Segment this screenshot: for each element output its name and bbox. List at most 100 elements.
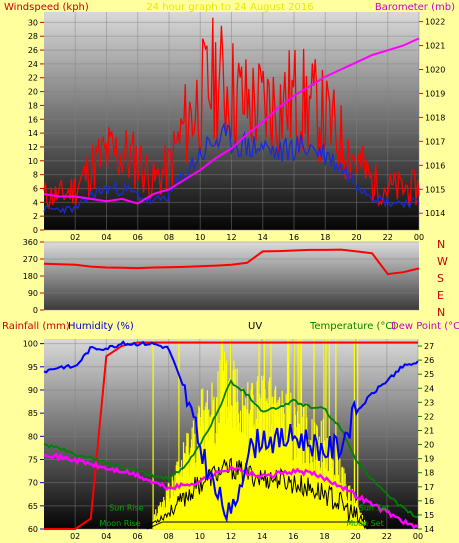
climate-x-tick-label: 14 — [257, 532, 267, 541]
climate-right-tick-label: 20 — [424, 441, 434, 450]
direction-y-tick-label: 90 — [28, 289, 38, 298]
climate-right-tick-label: 24 — [424, 384, 434, 393]
climate-left-tick-label: 100 — [23, 340, 38, 349]
barometer-line — [43, 37, 420, 205]
climate-right-tick-label: 19 — [424, 455, 434, 464]
wind-x-tick-label: 00 — [414, 233, 424, 242]
wind-y-tick-label: 28 — [28, 32, 38, 41]
climate-left-ticks: 60 65 70 75 80 85 90 95 100 — [23, 340, 44, 534]
climate-left-tick-label: 95 — [28, 363, 38, 372]
wind-y-tick-label: 4 — [33, 198, 38, 207]
climate-x-tick-label: 10 — [195, 532, 205, 541]
barometer-y-tick-label: 1017 — [425, 137, 445, 146]
wind-x-tick-label: 10 — [195, 233, 205, 242]
climate-x-tick-label: 22 — [382, 532, 392, 541]
wind-y-tick-label: 0 — [33, 226, 38, 235]
climate-left-tick-label: 60 — [28, 525, 38, 534]
solar-line — [145, 457, 372, 530]
sunrise-label: Sun Rise — [109, 504, 144, 513]
wind-y-tick-label: 24 — [28, 60, 38, 69]
climate-right-tick-label: 23 — [424, 398, 434, 407]
wind-y-tick-label: 6 — [33, 184, 38, 193]
barometer-y-tick-label: 1016 — [425, 161, 445, 170]
average-wind-line — [43, 122, 420, 215]
wind-x-tick-label: 08 — [164, 233, 174, 242]
wind-y-tick-label: 20 — [28, 88, 38, 97]
barometer-y-tick-label: 1020 — [425, 65, 445, 74]
barometer-y-tick-label: 1022 — [425, 18, 445, 27]
direction-y-tick-label: 0 — [33, 306, 38, 315]
wind-y-tick-label: 10 — [28, 157, 38, 166]
direction-plot-area — [44, 242, 419, 310]
barometer-y-tick-label: 1015 — [425, 185, 445, 194]
wind-y-tick-label: 22 — [28, 74, 38, 83]
wind-x-tick-label: 16 — [289, 233, 299, 242]
compass-label: N — [437, 306, 445, 319]
wind-x-tick-label: 20 — [351, 233, 361, 242]
rainfall-axis-title: Rainfall (mm) — [2, 321, 70, 332]
climate-x-tick-label: 18 — [319, 532, 329, 541]
temperature-axis-title: Temperature (°C) — [309, 321, 396, 332]
wind-y-tick-label: 18 — [28, 101, 38, 110]
barometer-y-tick-label: 1018 — [425, 113, 445, 122]
direction-y-tick-label: 270 — [23, 255, 38, 264]
wind-y-tick-label: 12 — [28, 143, 38, 152]
climate-left-tick-label: 70 — [28, 479, 38, 488]
wind-y-tick-label: 30 — [28, 18, 38, 27]
climate-annotations: Sun Rise Sun Set Moon Rise Moon Set — [99, 504, 389, 528]
windspeed-line — [43, 17, 420, 210]
climate-left-tick-label: 85 — [28, 409, 38, 418]
climate-right-tick-label: 26 — [424, 356, 434, 365]
direction-degree-ticks: 360 270 180 90 0 — [23, 238, 44, 315]
compass-label: E — [437, 289, 444, 302]
wind-direction-line — [43, 248, 420, 276]
uv-axis-title: UV — [248, 321, 262, 332]
climate-x-tick-label: 00 — [413, 532, 423, 541]
wind-y-tick-label: 2 — [33, 212, 38, 221]
climate-x-tick-label: 04 — [101, 532, 111, 541]
climate-x-tick-label: 06 — [132, 532, 142, 541]
barometer-y-tick-label: 1019 — [425, 89, 445, 98]
barometer-y-ticks: 1014 1015 1016 1017 1018 1019 1020 1021 1022 — [419, 18, 445, 218]
climate-series — [43, 339, 419, 530]
climate-left-tick-label: 75 — [28, 455, 38, 464]
humidity-axis-title: Humidity (%) — [68, 321, 134, 332]
humidity-line — [43, 340, 419, 523]
climate-x-tick-label: 02 — [70, 532, 80, 541]
climate-right-tick-label: 18 — [424, 469, 434, 478]
climate-x-tick-label: 08 — [164, 532, 174, 541]
climate-right-tick-label: 14 — [424, 525, 434, 534]
wind-series — [43, 17, 420, 215]
sunset-label: Sun Set — [359, 504, 390, 513]
dewpoint-line — [43, 452, 419, 530]
compass-label: S — [437, 272, 444, 285]
climate-right-tick-label: 21 — [424, 426, 434, 435]
climate-right-tick-label: 15 — [424, 511, 434, 520]
rainfall-line — [44, 341, 418, 530]
direction-grid — [44, 241, 419, 311]
barometer-y-tick-label: 1021 — [425, 42, 445, 51]
climate-x-tick-label: 12 — [226, 532, 236, 541]
wind-x-ticks: 02 04 06 08 10 12 14 16 18 20 22 00 — [70, 233, 424, 242]
barometer-axis-title: Barometer (mb) — [375, 2, 455, 13]
climate-x-tick-label: 16 — [288, 532, 298, 541]
windspeed-axis-title: Windspeed (kph) — [4, 2, 89, 13]
compass-label: N — [437, 238, 445, 251]
climate-left-tick-label: 80 — [28, 432, 38, 441]
climate-right-tick-label: 17 — [424, 483, 434, 492]
moon-line — [146, 521, 369, 530]
wind-y-tick-label: 16 — [28, 115, 38, 124]
climate-right-tick-label: 27 — [424, 342, 434, 351]
climate-left-tick-label: 65 — [28, 502, 38, 511]
wind-y-tick-label: 8 — [33, 171, 38, 180]
climate-x-tick-label: 20 — [351, 532, 361, 541]
climate-left-tick-label: 90 — [28, 386, 38, 395]
wind-y-tick-label: 14 — [28, 129, 38, 138]
wind-y-tick-label: 26 — [28, 46, 38, 55]
climate-right-tick-label: 16 — [424, 497, 434, 506]
climate-x-ticks: 02 04 06 08 10 12 14 16 18 20 22 00 — [70, 532, 423, 541]
direction-series — [43, 248, 420, 276]
